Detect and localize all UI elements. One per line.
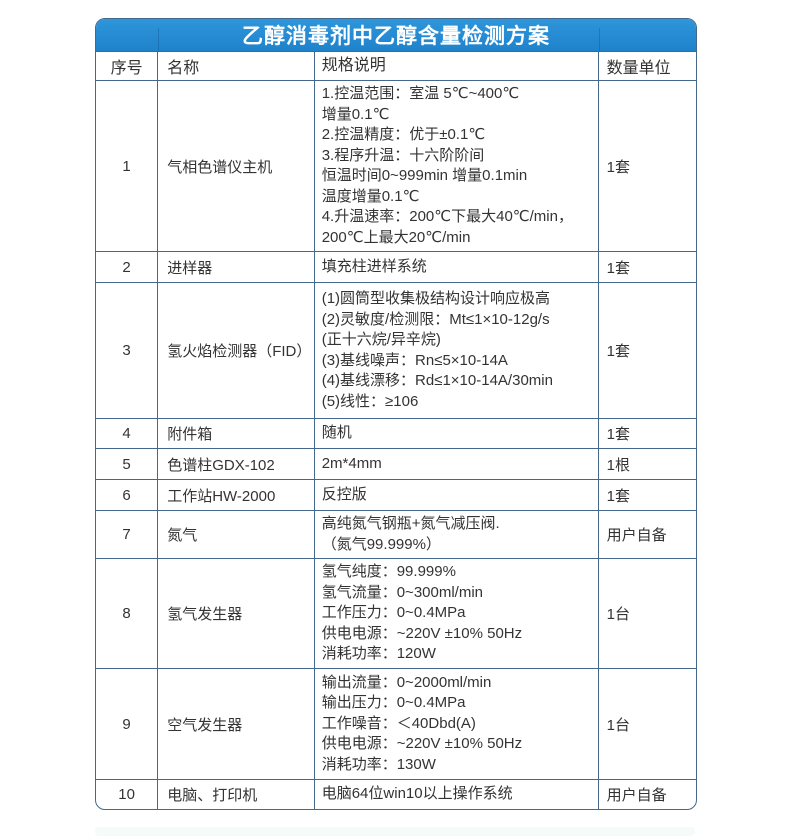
next-section-edge xyxy=(95,827,695,836)
title-row: 乙醇消毒剂中乙醇含量检测方案 xyxy=(96,19,696,52)
row-index-cell: 2 xyxy=(96,252,159,283)
name-cell: 气相色谱仪主机 xyxy=(158,81,315,252)
table-row: 7 氮气 高纯氮气钢瓶+氮气减压阀. （氮气99.999%） 用户自备 xyxy=(96,511,696,559)
qty-cell: 1台 xyxy=(598,559,696,669)
name-cell: 色谱柱GDX-102 xyxy=(158,449,315,480)
name-cell: 氢气发生器 xyxy=(158,559,315,669)
name-cell: 空气发生器 xyxy=(158,669,315,780)
name-cell: 电脑、打印机 xyxy=(158,780,315,809)
qty-cell: 1套 xyxy=(598,419,696,449)
table-title: 乙醇消毒剂中乙醇含量检测方案 xyxy=(96,19,696,52)
table-row: 2 进样器 填充柱进样系统 1套 xyxy=(96,252,696,283)
table-row: 8 氢气发生器 氢气纯度：99.999% 氢气流量：0~300ml/min 工作… xyxy=(96,559,696,669)
table-row: 5 色谱柱GDX-102 2m*4mm 1根 xyxy=(96,449,696,480)
name-cell: 附件箱 xyxy=(158,419,315,449)
row-index-cell: 9 xyxy=(96,669,159,780)
row-index-cell: 3 xyxy=(96,283,159,419)
spec-cell: 输出流量：0~2000ml/min 输出压力：0~0.4MPa 工作噪音：＜40… xyxy=(314,669,599,780)
qty-cell: 1台 xyxy=(598,669,696,780)
row-index-cell: 6 xyxy=(96,480,159,511)
name-cell: 进样器 xyxy=(158,252,315,283)
column-header-name: 名称 xyxy=(158,52,315,81)
column-header-qty: 数量单位 xyxy=(598,52,696,81)
spec-cell: 电脑64位win10以上操作系统 xyxy=(315,780,599,809)
spec-cell: 1.控温范围：室温 5℃~400℃ 增量0.1℃ 2.控温精度：优于±0.1℃ … xyxy=(314,81,599,252)
row-index-cell: 7 xyxy=(96,511,159,559)
qty-cell: 1套 xyxy=(598,480,696,511)
table-row: 4 附件箱 随机 1套 xyxy=(96,419,696,449)
table-row: 3 氢火焰检测器（FID） (1)圆筒型收集极结构设计响应极高 (2)灵敏度/检… xyxy=(96,283,696,419)
spec-cell: 随机 xyxy=(314,419,599,449)
spec-cell: 填充柱进样系统 xyxy=(314,252,599,283)
table-row: 9 空气发生器 输出流量：0~2000ml/min 输出压力：0~0.4MPa … xyxy=(96,669,696,780)
row-index-cell: 8 xyxy=(96,559,159,669)
name-cell: 氢火焰检测器（FID） xyxy=(158,283,315,419)
qty-cell: 1根 xyxy=(598,449,696,480)
row-index-cell: 5 xyxy=(96,449,159,480)
row-index-cell: 1 xyxy=(96,81,159,252)
name-cell: 氮气 xyxy=(158,511,315,559)
title-band-column-divider xyxy=(599,28,600,51)
spec-cell: 2m*4mm xyxy=(314,449,599,480)
spec-cell: 氢气纯度：99.999% 氢气流量：0~300ml/min 工作压力：0~0.4… xyxy=(314,559,599,669)
spec-cell: 高纯氮气钢瓶+氮气减压阀. （氮气99.999%） xyxy=(314,511,599,559)
qty-cell: 1套 xyxy=(598,252,696,283)
spec-cell: 反控版 xyxy=(314,480,599,511)
spec-table-container: 乙醇消毒剂中乙醇含量检测方案 序号 名称 规格说明 数量单位 1 气相色谱仪主机… xyxy=(95,18,697,810)
spec-cell: (1)圆筒型收集极结构设计响应极高 (2)灵敏度/检测限：Mt≤1×10-12g… xyxy=(314,283,599,419)
column-header-spec: 规格说明 xyxy=(314,52,599,81)
table-row: 1 气相色谱仪主机 1.控温范围：室温 5℃~400℃ 增量0.1℃ 2.控温精… xyxy=(96,81,696,252)
qty-cell: 用户自备 xyxy=(598,511,696,559)
qty-cell: 用户自备 xyxy=(606,787,667,804)
spec-table: 乙醇消毒剂中乙醇含量检测方案 序号 名称 规格说明 数量单位 1 气相色谱仪主机… xyxy=(96,19,696,809)
name-cell: 工作站HW-2000 xyxy=(158,480,315,511)
title-band-column-divider xyxy=(158,28,159,51)
table-row: 6 工作站HW-2000 反控版 1套 xyxy=(96,480,696,511)
header-row: 序号 名称 规格说明 数量单位 xyxy=(96,52,696,81)
qty-cell: 1套 xyxy=(598,81,696,252)
table-row: 10 电脑、打印机 电脑64位win10以上操作系统 用户自备 xyxy=(96,780,696,809)
row-index-cell: 4 xyxy=(96,419,159,449)
column-header-no: 序号 xyxy=(96,52,159,81)
qty-cell: 1套 xyxy=(598,283,696,419)
row-index-cell: 10 xyxy=(96,780,159,809)
